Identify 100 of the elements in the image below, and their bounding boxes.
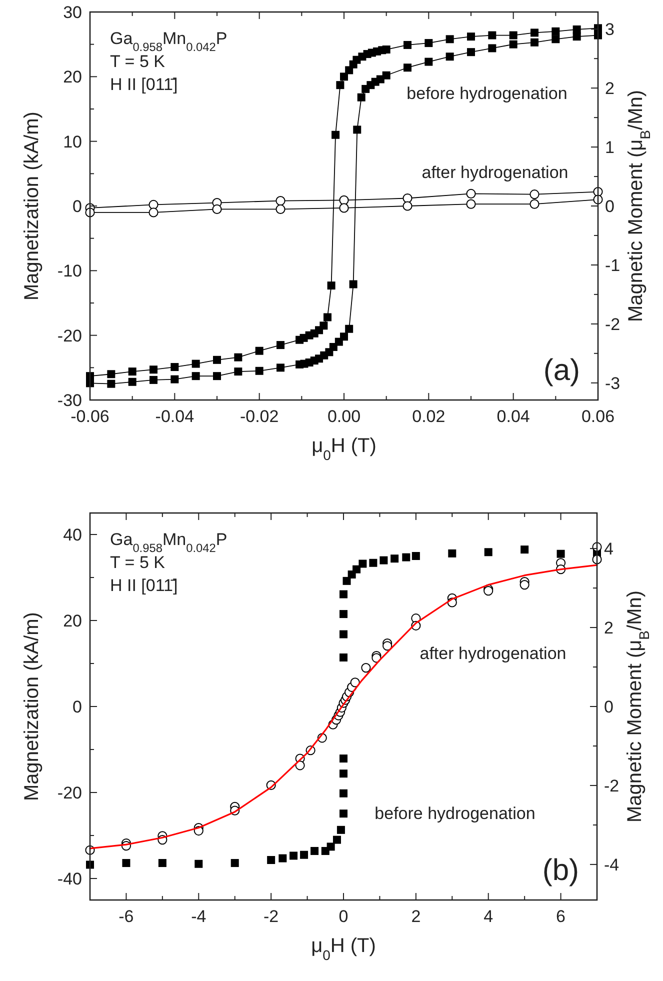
point [323,313,332,322]
point [380,556,388,564]
point [556,550,565,558]
y2-tick-label: -4 [604,855,620,874]
point [332,836,341,844]
point [339,195,349,205]
point [466,188,476,199]
point [484,548,492,556]
point [255,366,264,375]
point [340,72,348,81]
annotation: after hydrogenation [422,162,568,182]
point [404,64,412,72]
annotation: H II [011̄] [110,576,178,595]
point [412,552,420,560]
point [321,846,330,855]
y2-tick-label: 2 [605,79,614,98]
point [353,126,362,134]
annotation: before hydrogenation [374,804,536,823]
annotation: Ga$_{0.958}$Mn$_{0.042}$P [110,530,228,555]
point [345,324,354,333]
point [369,558,378,567]
point [382,641,392,651]
point [170,375,179,384]
x-tick-label: 4 [484,907,494,926]
point [342,576,351,585]
point [402,201,412,211]
point [300,850,308,859]
point [276,341,284,350]
point [296,336,304,344]
y-tick-label: -10 [57,262,82,281]
point [467,48,475,56]
point [290,852,298,860]
point [530,38,538,46]
point [552,35,560,44]
point [404,40,412,49]
point [255,346,264,355]
point [170,363,179,372]
point [213,372,221,380]
x-tick-label: 0 [338,907,348,926]
x-tick-label: 0.00 [327,407,361,426]
y-tick-label: 40 [63,525,82,544]
text: (a) [543,354,580,387]
annotation: T = 5 K [110,52,166,71]
point [339,203,349,213]
y2-tick-label: 4 [604,539,614,558]
point [358,560,367,568]
x-tick-label: -0.02 [240,407,279,426]
x-tick-label: -2 [264,907,279,926]
annotation: before hydrogenation [406,84,568,103]
y2-tick-label: 0 [605,196,614,216]
point [448,549,456,558]
y-axis-title: Magnetization (kA/m) [21,612,43,801]
point [348,570,356,578]
y-tick-label: -40 [57,869,82,888]
point [213,356,221,364]
point [148,208,158,218]
point [390,554,399,563]
y-axis-title: Magnetization (kA/m) [21,112,43,300]
point [424,39,433,48]
point [340,653,348,662]
y-tick-label: -20 [57,783,82,802]
x-tick-label: -4 [191,907,206,926]
y2-tick-label: -3 [605,374,620,393]
point [340,810,348,818]
y2-tick-label: 2 [604,618,614,638]
point [234,353,242,362]
point [310,846,319,855]
point [467,32,475,41]
point [340,630,348,638]
point [150,376,158,384]
point [424,58,433,66]
x-tick-label: 6 [556,907,566,926]
point [488,31,496,40]
point [357,93,366,102]
point [336,81,344,90]
x-tick-label: 0.04 [496,407,530,426]
point [276,364,284,372]
point [192,360,200,368]
annotation: Ga$_{0.958}$Mn$_{0.042}$P [110,29,228,54]
point [340,789,348,798]
y-tick-label: 0 [72,196,82,216]
point [446,35,454,44]
point [340,332,348,341]
point [122,859,130,868]
point [361,663,371,673]
point [349,280,358,288]
x-tick-label: -0.04 [155,407,194,426]
point [340,610,348,618]
y-tick-label: 0 [72,697,82,716]
y-tick-label: -20 [57,326,82,346]
point [327,282,336,290]
point [382,71,390,80]
point [520,580,530,590]
point [345,66,354,74]
x-tick-label: 0.02 [412,407,446,426]
y-tick-label: 20 [63,68,82,87]
point [340,770,348,778]
y2-tick-label: -2 [604,776,620,796]
point [234,368,242,376]
y-tick-label: -30 [57,390,82,410]
